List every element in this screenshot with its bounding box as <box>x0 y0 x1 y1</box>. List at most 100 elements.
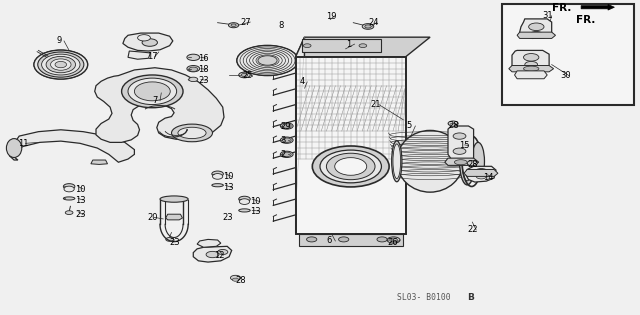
Text: 12: 12 <box>214 251 225 260</box>
Polygon shape <box>445 158 479 165</box>
Ellipse shape <box>232 278 239 281</box>
Ellipse shape <box>282 124 291 128</box>
Text: FR.: FR. <box>576 15 595 26</box>
Text: 2: 2 <box>280 150 285 159</box>
Text: 18: 18 <box>198 65 209 74</box>
Ellipse shape <box>142 39 157 46</box>
Ellipse shape <box>453 133 466 139</box>
Ellipse shape <box>239 209 250 212</box>
Ellipse shape <box>178 127 206 139</box>
Ellipse shape <box>64 186 74 192</box>
Text: 31: 31 <box>543 11 554 20</box>
Ellipse shape <box>42 54 80 75</box>
Text: 11: 11 <box>18 139 28 148</box>
Ellipse shape <box>524 66 539 71</box>
Text: 14: 14 <box>483 173 493 181</box>
Ellipse shape <box>231 24 236 26</box>
Text: 19: 19 <box>326 12 337 21</box>
Polygon shape <box>448 126 474 161</box>
Ellipse shape <box>320 150 381 183</box>
Text: 22: 22 <box>467 226 477 234</box>
Text: B: B <box>467 293 474 302</box>
Text: 23: 23 <box>223 213 234 222</box>
Ellipse shape <box>326 153 375 180</box>
Ellipse shape <box>467 161 477 166</box>
Ellipse shape <box>6 139 22 158</box>
Ellipse shape <box>63 184 75 189</box>
Ellipse shape <box>63 197 75 200</box>
Polygon shape <box>464 169 498 176</box>
Ellipse shape <box>128 78 177 105</box>
Polygon shape <box>10 130 134 162</box>
Ellipse shape <box>476 174 486 179</box>
Polygon shape <box>128 51 150 59</box>
Ellipse shape <box>393 144 401 179</box>
Ellipse shape <box>122 75 183 108</box>
Ellipse shape <box>280 137 293 143</box>
Polygon shape <box>509 66 554 72</box>
Ellipse shape <box>187 54 200 60</box>
Ellipse shape <box>212 184 223 187</box>
Ellipse shape <box>460 138 475 185</box>
Bar <box>502 4 634 105</box>
Text: 9: 9 <box>56 37 61 45</box>
Polygon shape <box>193 246 232 262</box>
Polygon shape <box>296 37 305 234</box>
Ellipse shape <box>387 237 400 243</box>
Polygon shape <box>166 214 182 220</box>
Polygon shape <box>95 68 224 142</box>
Ellipse shape <box>34 50 88 79</box>
Ellipse shape <box>189 77 198 82</box>
Polygon shape <box>515 71 547 79</box>
Ellipse shape <box>239 196 250 202</box>
Polygon shape <box>466 166 496 182</box>
Ellipse shape <box>282 152 291 157</box>
Ellipse shape <box>530 32 543 38</box>
Ellipse shape <box>453 148 466 154</box>
Polygon shape <box>123 33 173 51</box>
Polygon shape <box>581 4 614 10</box>
Ellipse shape <box>282 138 291 142</box>
Text: 6: 6 <box>326 237 332 245</box>
Ellipse shape <box>55 61 67 68</box>
Bar <box>302 39 381 52</box>
Ellipse shape <box>237 45 298 76</box>
Ellipse shape <box>134 82 170 101</box>
Ellipse shape <box>454 160 467 165</box>
Ellipse shape <box>475 169 488 175</box>
Text: SL03- B0100: SL03- B0100 <box>397 293 451 302</box>
Text: 13: 13 <box>76 196 86 204</box>
Text: 21: 21 <box>370 100 380 109</box>
Text: 17: 17 <box>147 52 158 61</box>
Ellipse shape <box>339 237 349 242</box>
Text: 20: 20 <box>147 213 157 222</box>
Ellipse shape <box>258 56 277 65</box>
Text: 23: 23 <box>76 210 86 219</box>
Polygon shape <box>520 19 552 38</box>
Text: 25: 25 <box>242 71 252 80</box>
Text: FR.: FR. <box>552 3 571 13</box>
Ellipse shape <box>34 50 88 79</box>
Ellipse shape <box>230 275 241 280</box>
Text: 23: 23 <box>198 76 209 85</box>
Text: 1: 1 <box>346 40 351 49</box>
Ellipse shape <box>239 199 250 204</box>
Polygon shape <box>296 37 430 57</box>
Ellipse shape <box>280 123 293 129</box>
Ellipse shape <box>525 61 538 68</box>
Ellipse shape <box>51 59 71 70</box>
Ellipse shape <box>187 66 200 72</box>
Ellipse shape <box>138 35 150 41</box>
Ellipse shape <box>206 251 219 258</box>
Ellipse shape <box>307 237 317 242</box>
Text: 29: 29 <box>280 122 291 131</box>
Text: 27: 27 <box>240 18 251 26</box>
Text: 28: 28 <box>448 122 459 130</box>
Text: 7: 7 <box>152 96 157 105</box>
Text: 13: 13 <box>223 183 234 192</box>
Ellipse shape <box>189 67 198 72</box>
Polygon shape <box>91 160 108 164</box>
Text: 4: 4 <box>300 77 305 86</box>
Ellipse shape <box>524 54 539 61</box>
Polygon shape <box>296 57 406 234</box>
